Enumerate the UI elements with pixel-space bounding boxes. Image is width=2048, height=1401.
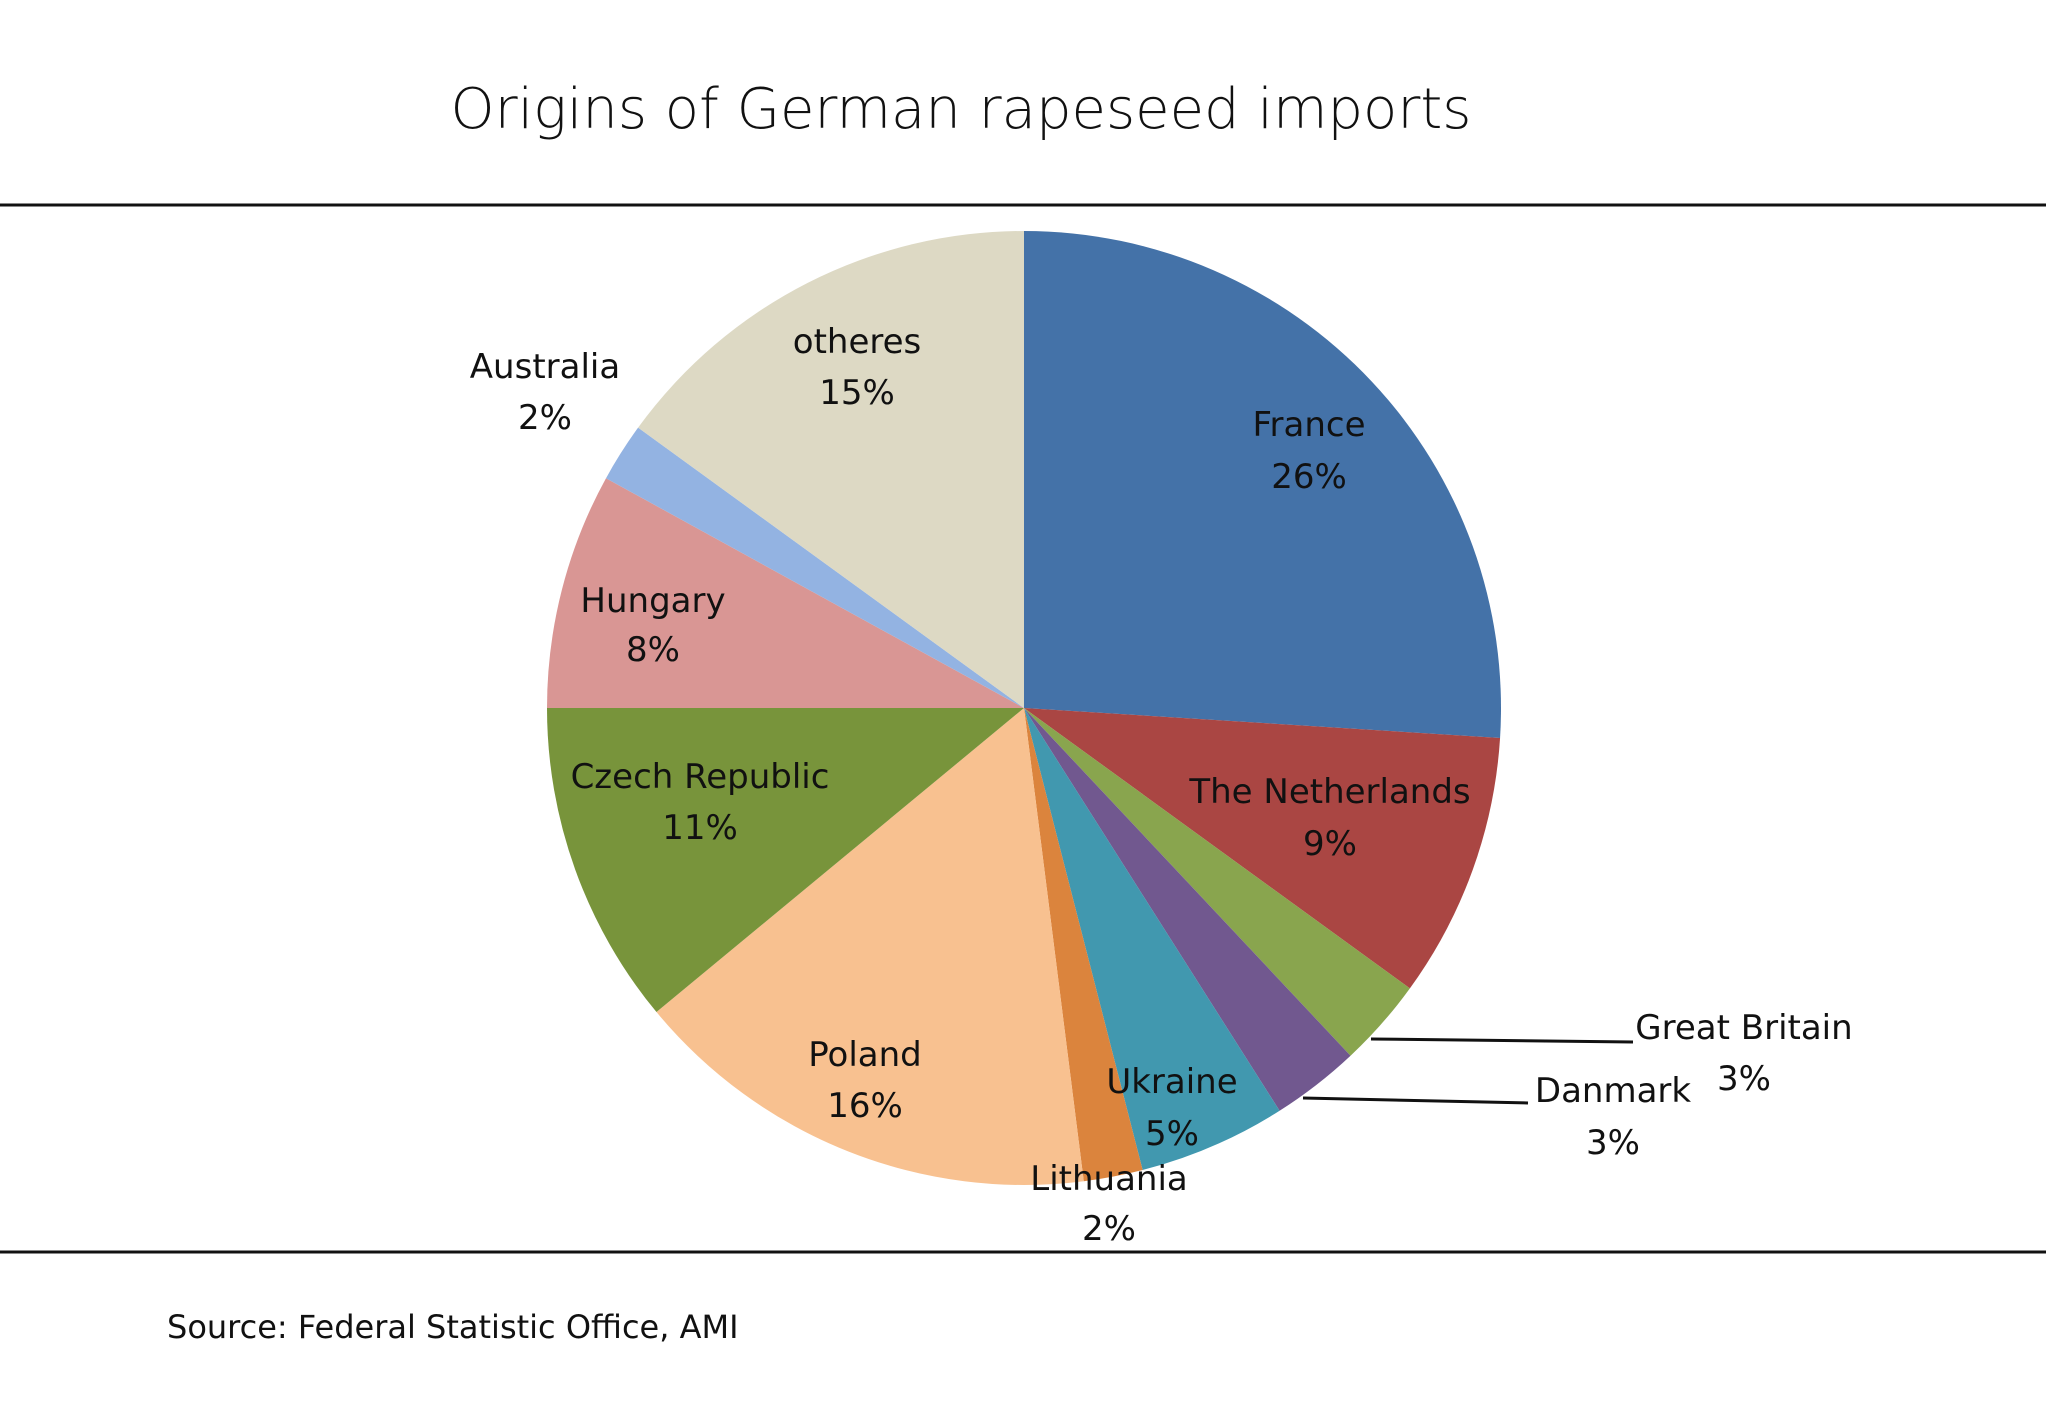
pct-australia: 2%: [518, 398, 572, 438]
label-ukraine: Ukraine: [1106, 1062, 1237, 1102]
source-note: Source: Federal Statistic Office, AMI: [167, 1308, 739, 1346]
pie-slice-ukraine: [1024, 708, 1280, 1171]
pie-slice-lithuania: [1024, 708, 1143, 1182]
pct-hungary: 8%: [626, 630, 680, 670]
label-lithuania: Lithuania: [1030, 1159, 1187, 1199]
pct-great-britain: 3%: [1717, 1059, 1771, 1099]
label-danmark: Danmark: [1535, 1071, 1691, 1111]
pie-slice-hungary: [547, 478, 1024, 708]
data-labels: France 26% The Netherlands 9% Great Brit…: [470, 322, 1853, 1249]
pct-ukraine: 5%: [1145, 1114, 1199, 1154]
label-australia: Australia: [470, 347, 620, 387]
pie-slice-poland: [656, 708, 1084, 1186]
label-great-britain: Great Britain: [1635, 1008, 1852, 1048]
leader-line-great-britain: [1370, 1037, 1634, 1044]
pct-netherlands: 9%: [1303, 824, 1357, 864]
label-czech-republic: Czech Republic: [571, 757, 830, 797]
label-netherlands: The Netherlands: [1188, 772, 1470, 812]
pct-poland: 16%: [827, 1086, 903, 1126]
pie-slice-france: [1024, 231, 1501, 738]
pie-slices: [547, 231, 1501, 1186]
pct-lithuania: 2%: [1082, 1209, 1136, 1249]
chart-title: Origins of German rapeseed imports: [451, 77, 1472, 142]
label-hungary: Hungary: [580, 581, 725, 621]
pie-slice-australia: [606, 427, 1024, 708]
pct-france: 26%: [1271, 457, 1347, 497]
pct-otheres: 15%: [819, 373, 895, 413]
label-poland: Poland: [808, 1035, 922, 1075]
pct-czech-republic: 11%: [662, 808, 738, 848]
leader-line-danmark: [1302, 1096, 1529, 1105]
pct-danmark: 3%: [1586, 1123, 1640, 1163]
pie-slice-danmark: [1024, 708, 1351, 1111]
pie-slice-otheres: [638, 231, 1024, 708]
pie-slice-great-britain: [1024, 708, 1410, 1056]
pie-slice-czech-republic: [547, 708, 1024, 1013]
label-otheres: otheres: [793, 322, 921, 362]
label-france: France: [1252, 405, 1365, 445]
pie-slice-the-netherlands: [1024, 708, 1501, 989]
